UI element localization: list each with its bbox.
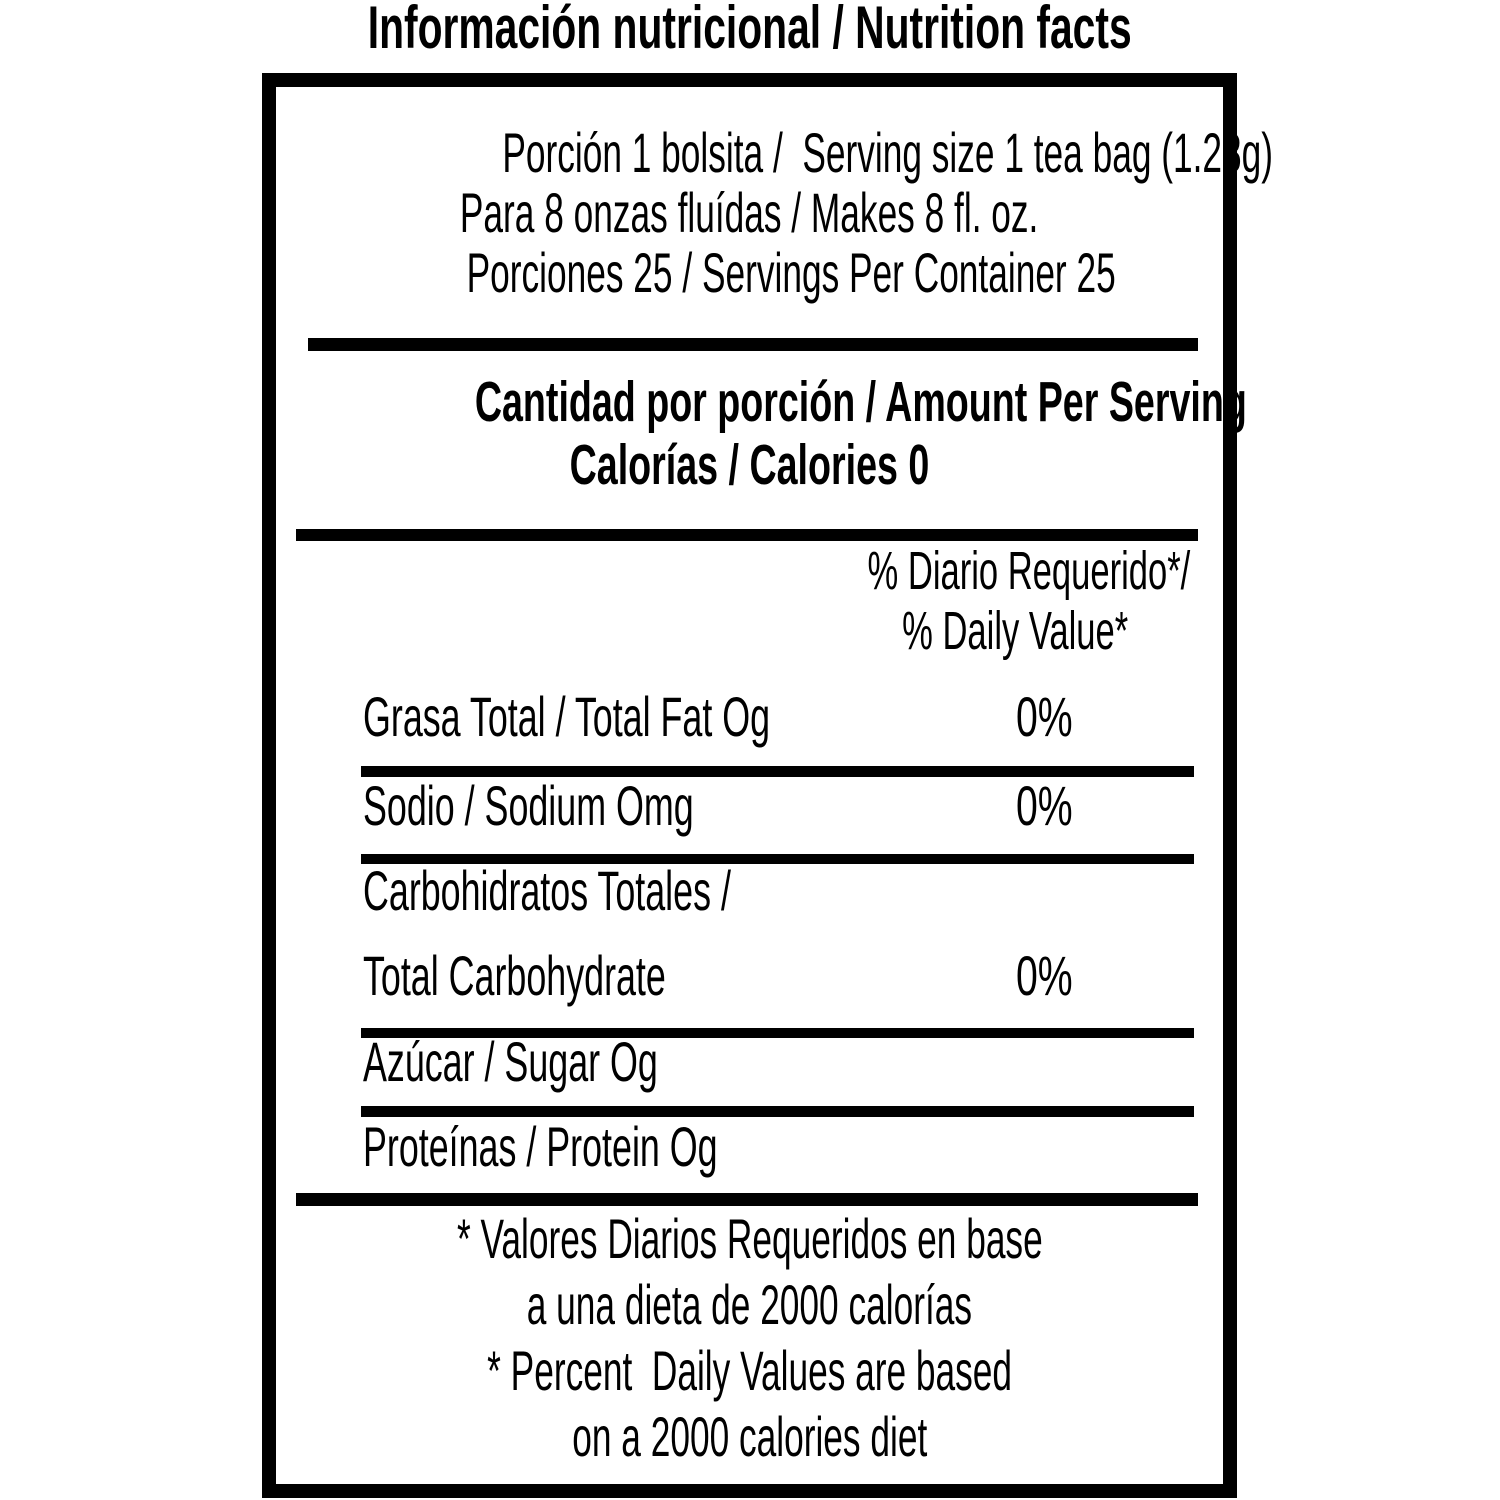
divider-below-sugar	[361, 1106, 1194, 1117]
nutrient-dv-total-carbohydrate: 0%	[1016, 947, 1097, 1005]
divider-below-calories	[296, 529, 1198, 541]
sodium-label: Sodio / Sodium Omg	[363, 774, 694, 837]
footnote-line-4: on a 2000 calories diet	[276, 1404, 1223, 1470]
label-title: Información nutricional / Nutrition fact…	[0, 0, 1500, 59]
makes-fl-oz-text: Para 8 onzas fluídas / Makes 8 fl. oz.	[460, 181, 1039, 244]
servings-per-container-line: Porciones 25 / Servings Per Container 25	[276, 243, 1223, 303]
nutrient-row-sugar: Azúcar / Sugar Og	[363, 1033, 824, 1091]
footnote-line-2: a una dieta de 2000 calorías	[276, 1272, 1223, 1338]
total-fat-label: Grasa Total / Total Fat Og	[363, 685, 771, 748]
footnote-line-1: * Valores Diarios Requeridos en base	[276, 1206, 1223, 1272]
label-title-text: Información nutricional / Nutrition fact…	[368, 0, 1132, 61]
daily-value-header-text-en: % Daily Value*	[901, 601, 1128, 661]
divider-below-sodium	[361, 854, 1194, 864]
total-fat-dv-text: 0%	[1016, 685, 1073, 748]
serving-size-line: Porción 1 bolsita / Serving size 1 tea b…	[276, 123, 1273, 183]
serving-size-text: Porción 1 bolsita / Serving size 1 tea b…	[502, 121, 1274, 184]
footnote-text-4: on a 2000 calories diet	[571, 1405, 928, 1468]
footnote-text-2: a una dieta de 2000 calorías	[526, 1273, 973, 1336]
total-carbohydrate-label-es: Carbohidratos Totales /	[363, 859, 731, 922]
servings-per-container-text: Porciones 25 / Servings Per Container 25	[466, 241, 1116, 304]
nutrient-row-total-fat: Grasa Total / Total Fat Og	[363, 688, 999, 746]
daily-value-header-line-1: % Diario Requerido*/	[686, 542, 1190, 600]
makes-fl-oz-line: Para 8 onzas fluídas / Makes 8 fl. oz.	[276, 183, 1223, 243]
total-carbohydrate-label-en: Total Carbohydrate	[363, 944, 666, 1007]
nutrition-facts-box: Porción 1 bolsita / Serving size 1 tea b…	[262, 73, 1273, 1498]
calories-text: Calorías / Calories 0	[569, 433, 930, 497]
nutrient-row-sodium: Sodio / Sodium Omg	[363, 777, 880, 835]
nutrient-row-protein: Proteínas / Protein Og	[363, 1118, 917, 1176]
divider-below-serving-info	[308, 338, 1198, 351]
daily-value-header-line-2: % Daily Value*	[775, 602, 1128, 660]
calories-line: Calorías / Calories 0	[276, 434, 1223, 497]
nutrient-row-total-carbohydrate-en: Total Carbohydrate	[363, 947, 836, 1005]
protein-label: Proteínas / Protein Og	[363, 1115, 718, 1178]
footnote-block: * Valores Diarios Requeridos en base a u…	[276, 1206, 1223, 1470]
amount-per-serving-block: Cantidad por porción / Amount Per Servin…	[276, 371, 1247, 497]
footnote-text-1: * Valores Diarios Requeridos en base	[456, 1207, 1043, 1270]
amount-per-serving-text: Cantidad por porción / Amount Per Servin…	[474, 370, 1247, 434]
sugar-label: Azúcar / Sugar Og	[363, 1030, 658, 1093]
divider-below-total-carbohydrate	[361, 1028, 1194, 1038]
footnote-line-3: * Percent Daily Values are based	[276, 1338, 1223, 1404]
divider-below-protein	[296, 1193, 1198, 1206]
serving-info-block: Porción 1 bolsita / Serving size 1 tea b…	[276, 123, 1273, 303]
nutrient-dv-total-fat: 0%	[1016, 688, 1097, 746]
nutrient-row-total-carbohydrate-es: Carbohidratos Totales /	[363, 862, 938, 920]
divider-below-total-fat	[361, 766, 1194, 777]
nutrient-dv-sodium: 0%	[1016, 777, 1097, 835]
amount-per-serving-header: Cantidad por porción / Amount Per Servin…	[276, 371, 1247, 434]
daily-value-header-text-es: % Diario Requerido*/	[867, 541, 1190, 601]
sodium-dv-text: 0%	[1016, 774, 1073, 837]
total-carbohydrate-dv-text: 0%	[1016, 944, 1073, 1007]
footnote-text-3: * Percent Daily Values are based	[487, 1339, 1012, 1402]
